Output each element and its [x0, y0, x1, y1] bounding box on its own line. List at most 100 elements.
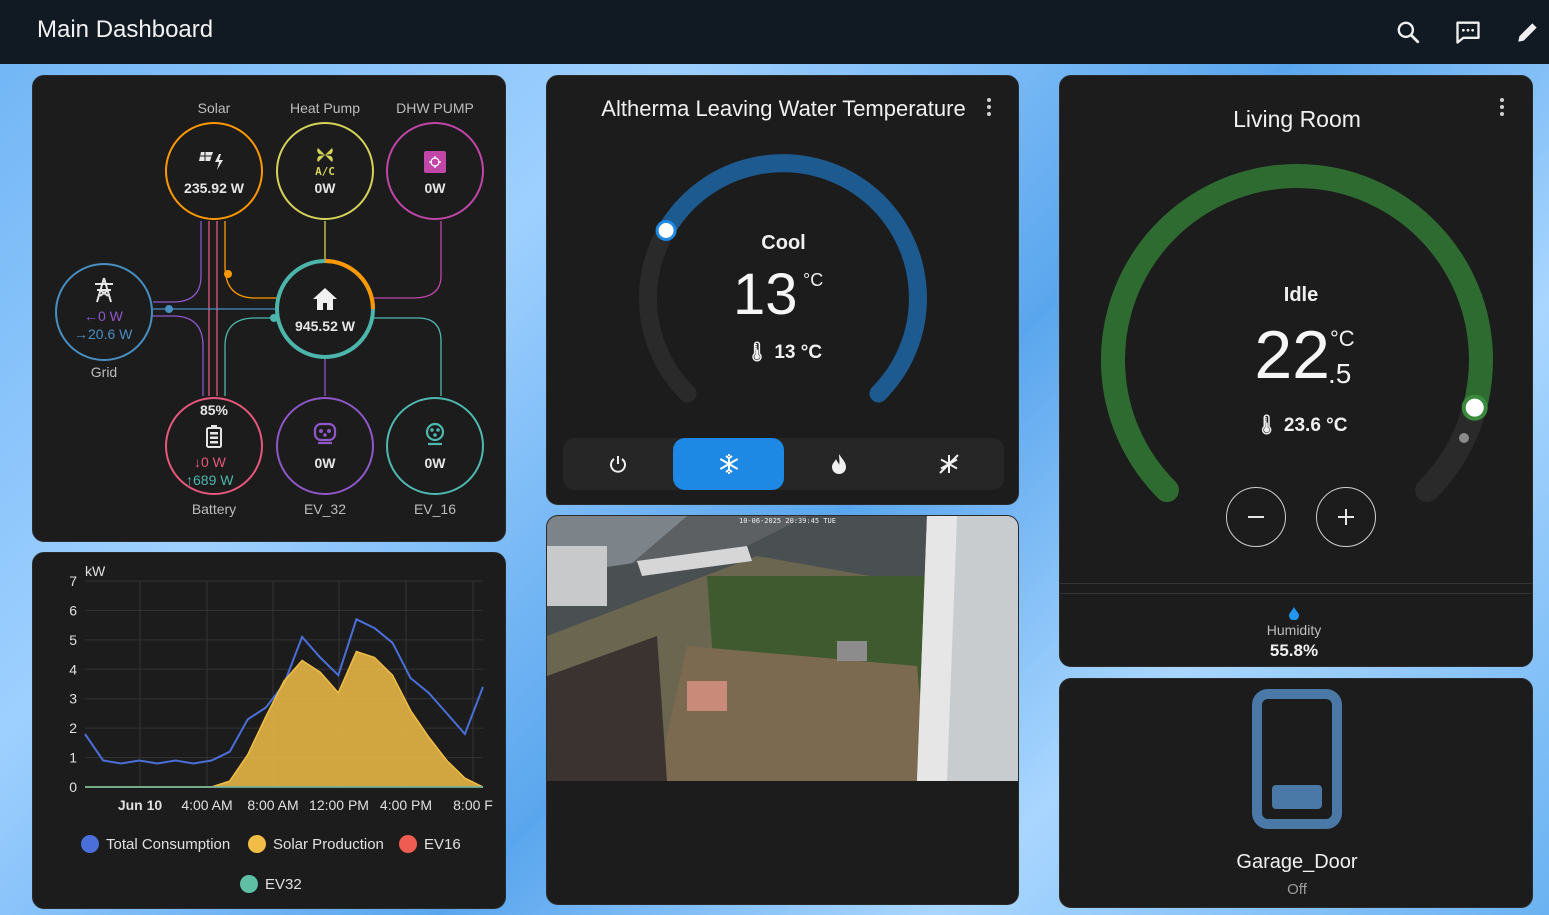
- thermostat2-current: 🌡 23.6 °C: [1060, 413, 1532, 437]
- ev32-label: EV_32: [303, 501, 347, 517]
- auto-icon: [939, 454, 959, 474]
- increase-temp-button[interactable]: [1316, 487, 1376, 547]
- thermostat2-current-value: 23.6 °C: [1283, 415, 1348, 436]
- legend-swatch: [248, 835, 266, 853]
- altherma-thermostat-card: Altherma Leaving Water Temperature Cool …: [546, 75, 1019, 505]
- more-options-icon[interactable]: [1492, 92, 1512, 122]
- x-tick-label: 4:00 AM: [181, 797, 232, 813]
- thermostat2-title: Living Room: [1233, 106, 1361, 132]
- thermostat1-title: Altherma Leaving Water Temperature: [601, 96, 966, 121]
- thermostat2-unit: °C: [1330, 326, 1355, 351]
- home-icon: [311, 286, 339, 317]
- edit-icon[interactable]: [1510, 14, 1546, 50]
- thermostat2-dial[interactable]: [1060, 76, 1533, 546]
- hvac-mode-bar: [563, 438, 1004, 490]
- y-tick-label: 3: [69, 691, 77, 707]
- mode-cool-button[interactable]: [673, 438, 784, 490]
- battery-in-value: 0 W: [201, 454, 226, 470]
- energy-flow-card: Solar Heat Pump DHW PUMP 235.92 W A/C 0W…: [32, 75, 506, 542]
- x-tick-label: Jun 10: [118, 797, 163, 813]
- thermostat1-dial[interactable]: [547, 76, 1019, 436]
- grid-label: Grid: [90, 364, 118, 380]
- search-icon[interactable]: [1390, 14, 1426, 50]
- y-tick-label: 2: [69, 720, 77, 736]
- solar-label: Solar: [197, 100, 231, 116]
- legend-item[interactable]: Total Consumption: [81, 835, 230, 853]
- transmission-tower-icon: [91, 276, 117, 309]
- arrow-down-icon: ↓: [194, 454, 201, 470]
- legend-item[interactable]: EV16: [399, 835, 461, 853]
- fan-icon: [313, 146, 337, 169]
- battery-percent: 85%: [199, 402, 229, 418]
- camera-timestamp: 10-06-2025 20:39:45 TUE: [739, 517, 836, 525]
- arrow-left-icon: ←: [84, 308, 98, 324]
- thermostat2-target-int: 22: [1254, 317, 1330, 393]
- power-icon: [610, 456, 626, 473]
- legend-swatch: [81, 835, 99, 853]
- heat-pump-label: Heat Pump: [289, 100, 361, 116]
- pump-icon: [424, 151, 446, 173]
- x-tick-label: 8:00 F: [453, 797, 493, 813]
- battery-label: Battery: [191, 501, 237, 517]
- mode-auto-button[interactable]: [894, 438, 1004, 490]
- plus-icon: [1338, 509, 1354, 525]
- chat-icon[interactable]: [1450, 14, 1486, 50]
- legend-label: Solar Production: [273, 835, 384, 853]
- series-area-solar-production: [85, 651, 483, 787]
- garage-door-level: [1272, 785, 1322, 809]
- heat-pump-value: 0W: [314, 180, 336, 196]
- ev16-value: 0W: [424, 455, 446, 471]
- legend-item[interactable]: Solar Production: [248, 835, 384, 853]
- legend-label: Total Consumption: [106, 835, 231, 853]
- thermostat1-unit: °C: [803, 270, 824, 290]
- thermostat1-current-value: 13 °C: [774, 342, 823, 363]
- chart-unit-label: kW: [85, 563, 106, 579]
- ac-icon-text: A/C: [315, 165, 335, 178]
- arrow-up-icon: ↑: [186, 472, 193, 488]
- energy-chart-card: kW 0 1 2 3 4 5 6 7 Jun 10 4:00 AM 8:00 AM 12:00 PM 4…: [32, 552, 506, 909]
- dhw-pump-label: DHW PUMP: [396, 100, 474, 116]
- legend-swatch: [240, 875, 258, 893]
- battery-discharge: ↑689 W: [186, 472, 256, 488]
- y-tick-label: 5: [69, 632, 77, 648]
- solar-value: 235.92 W: [184, 180, 244, 196]
- camera-card: 10-06-2025 20:39:45 TUE: [546, 515, 1019, 905]
- thermostat1-knob[interactable]: [655, 220, 677, 241]
- y-tick-label: 4: [69, 661, 77, 677]
- thermostat2-knob[interactable]: [1461, 394, 1488, 421]
- grid-export-value: 20.6 W: [88, 326, 133, 342]
- camera-feed-image[interactable]: [547, 516, 1019, 781]
- y-tick-label: 1: [69, 750, 77, 766]
- humidity-value: 55.8%: [1269, 641, 1319, 660]
- y-tick-label: 7: [69, 573, 77, 589]
- decrease-temp-button[interactable]: [1226, 487, 1286, 547]
- garage-door-card[interactable]: Garage_Door Off: [1059, 678, 1533, 908]
- ev16-label: EV_16: [413, 501, 457, 517]
- y-tick-label: 0: [69, 779, 77, 795]
- thermostat2-target-dec: .5: [1328, 358, 1352, 389]
- legend-swatch: [399, 835, 417, 853]
- more-options-icon[interactable]: [979, 92, 999, 122]
- energy-line-chart[interactable]: 0 1 2 3 4 5 6 7 Jun 10 4:00 AM 8:00 AM 12:00 PM 4:00…: [33, 553, 506, 823]
- garage-door-name: Garage_Door: [1236, 851, 1358, 873]
- thermometer-icon: 🌡: [1254, 415, 1279, 436]
- mode-power-button[interactable]: [563, 438, 673, 490]
- y-tick-label: 6: [69, 602, 77, 618]
- dhw-pump-value: 0W: [424, 180, 446, 196]
- battery-icon: [205, 424, 223, 453]
- living-room-thermostat-card: Living Room Idle 22 °C .5 🌡 23.6 °C Humi…: [1059, 75, 1533, 667]
- divider: [1060, 583, 1532, 584]
- mode-heat-button[interactable]: [784, 438, 894, 490]
- battery-out-value: 689 W: [193, 472, 234, 488]
- legend-item[interactable]: EV32: [240, 875, 302, 893]
- x-tick-label: 4:00 PM: [380, 797, 432, 813]
- thermostat2-state: Idle: [1283, 284, 1319, 306]
- flame-icon: [832, 454, 846, 474]
- current-temp-marker: [1459, 433, 1469, 443]
- legend-label: EV16: [424, 835, 461, 853]
- arrow-right-icon: →: [74, 326, 88, 342]
- thermostat1-target: 13: [733, 262, 798, 327]
- ev-charger-icon: [312, 422, 338, 453]
- grid-export: →20.6 W: [74, 326, 144, 342]
- garage-door-toggle[interactable]: [1252, 689, 1342, 829]
